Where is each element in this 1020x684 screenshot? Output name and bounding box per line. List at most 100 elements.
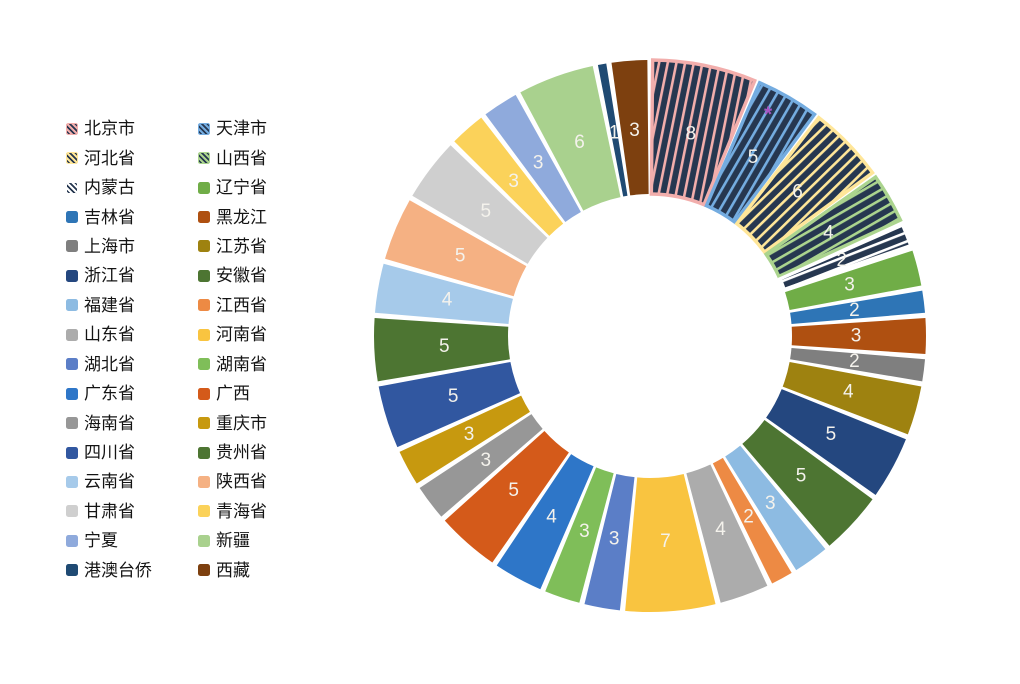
legend-swatch bbox=[198, 387, 210, 400]
legend-label: 江西省 bbox=[216, 295, 267, 315]
legend-swatch bbox=[198, 328, 210, 341]
legend-label: 浙江省 bbox=[84, 266, 135, 286]
legend-item[interactable]: 辽宁省 bbox=[198, 179, 348, 196]
donut-slice-重庆市[interactable] bbox=[399, 395, 530, 484]
legend-item[interactable]: 浙江省 bbox=[66, 267, 198, 284]
legend-swatch bbox=[66, 299, 78, 312]
legend-item[interactable]: 海南省 bbox=[66, 415, 198, 432]
legend-label: 湖北省 bbox=[84, 354, 135, 374]
donut-slice-青海省[interactable] bbox=[454, 117, 564, 236]
legend-swatch bbox=[66, 181, 78, 194]
legend-item[interactable]: 云南省 bbox=[66, 473, 198, 490]
legend-item[interactable]: 内蒙古 bbox=[66, 179, 198, 196]
donut-slice-辽宁省[interactable] bbox=[785, 250, 922, 310]
donut-slice-浙江省[interactable] bbox=[766, 389, 906, 495]
legend-item[interactable]: 福建省 bbox=[66, 297, 198, 314]
donut-slice-贵州省[interactable] bbox=[374, 318, 510, 382]
donut-slice-山东省[interactable] bbox=[686, 464, 768, 603]
legend-item[interactable]: 北京市 bbox=[66, 120, 198, 137]
legend-item[interactable]: 重庆市 bbox=[198, 415, 348, 432]
slice-value-label: 3 bbox=[765, 493, 776, 514]
donut-slice-江西省[interactable] bbox=[712, 457, 792, 584]
legend-label: 天津市 bbox=[216, 119, 267, 139]
slice-value-label: 2 bbox=[849, 300, 860, 321]
donut-slice-安徽省[interactable] bbox=[742, 419, 873, 546]
slice-value-label: 8 bbox=[686, 124, 697, 145]
legend-item[interactable]: 河南省 bbox=[198, 326, 348, 343]
legend-swatch bbox=[66, 152, 78, 165]
legend-item[interactable]: 广西 bbox=[198, 385, 348, 402]
legend-item[interactable]: 贵州省 bbox=[198, 444, 348, 461]
donut-slice-湖南省[interactable] bbox=[545, 467, 614, 603]
legend-item[interactable]: 广东省 bbox=[66, 385, 198, 402]
legend-item[interactable]: 河北省 bbox=[66, 150, 198, 167]
legend-item[interactable]: 安徽省 bbox=[198, 267, 348, 284]
legend-item[interactable]: 西藏 bbox=[198, 562, 348, 579]
slice-value-label: 5 bbox=[826, 424, 837, 445]
slice-value-label: 5 bbox=[481, 201, 492, 222]
legend-item[interactable]: 新疆 bbox=[198, 532, 348, 549]
donut-slice-西藏[interactable] bbox=[611, 60, 649, 196]
donut-slice-陕西省[interactable] bbox=[385, 200, 527, 297]
legend-item[interactable]: 四川省 bbox=[66, 444, 198, 461]
donut-slice-北京市[interactable] bbox=[649, 58, 757, 207]
donut-slice-山西省[interactable] bbox=[763, 174, 903, 279]
donut-slice-广西[interactable] bbox=[444, 430, 569, 563]
slice-value-label: 3 bbox=[629, 120, 640, 141]
donut-slice-四川省[interactable] bbox=[378, 362, 521, 448]
donut-slice-河北省[interactable] bbox=[734, 115, 875, 255]
donut-slice-吉林省[interactable] bbox=[790, 290, 926, 325]
legend-label: 陕西省 bbox=[216, 472, 267, 492]
donut-slice-港澳台侨[interactable] bbox=[597, 63, 628, 197]
donut-slice-甘肃省[interactable] bbox=[412, 145, 548, 264]
legend-item[interactable]: 青海省 bbox=[198, 503, 348, 520]
legend-swatch bbox=[66, 505, 78, 518]
donut-slice-上海市[interactable] bbox=[790, 347, 926, 382]
legend-item[interactable]: 港澳台侨 bbox=[66, 562, 198, 579]
donut-slice-海南省[interactable] bbox=[419, 414, 543, 517]
slice-value-label: 5 bbox=[508, 480, 519, 501]
donut-slice-云南省[interactable] bbox=[374, 263, 513, 325]
legend-item[interactable]: 宁夏 bbox=[66, 532, 198, 549]
legend-item[interactable]: 湖南省 bbox=[198, 356, 348, 373]
slice-value-label: 6 bbox=[792, 182, 803, 203]
donut-slice-新疆[interactable] bbox=[520, 66, 621, 211]
slice-value-label: 4 bbox=[715, 519, 726, 540]
slice-value-label: 3 bbox=[851, 326, 862, 347]
legend-item[interactable]: 黑龙江 bbox=[198, 209, 348, 226]
legend: 北京市 天津市河北省 山西省 内蒙古 辽宁省 吉林省 黑龙江上海市 江苏省浙江省 安徽省 福建省 江… bbox=[66, 114, 348, 585]
legend-swatch bbox=[198, 152, 210, 165]
slice-value-label: 3 bbox=[844, 275, 855, 296]
donut-slice-福建省[interactable] bbox=[725, 445, 826, 571]
legend-label: 甘肃省 bbox=[84, 501, 135, 521]
donut-slice-湖北省[interactable] bbox=[584, 473, 635, 611]
slice-value-label: 7 bbox=[660, 531, 671, 552]
legend-label: 北京市 bbox=[84, 119, 135, 139]
legend-item[interactable]: 江西省 bbox=[198, 297, 348, 314]
donut-slice-宁夏[interactable] bbox=[485, 94, 581, 222]
donut-slice-江苏省[interactable] bbox=[782, 362, 922, 435]
legend-item[interactable]: 湖北省 bbox=[66, 356, 198, 373]
legend-item[interactable]: 陕西省 bbox=[198, 473, 348, 490]
slice-value-label: 5 bbox=[796, 466, 807, 487]
legend-item[interactable]: 江苏省 bbox=[198, 238, 348, 255]
legend-label: 云南省 bbox=[84, 472, 135, 492]
slice-value-label: 2 bbox=[743, 506, 754, 527]
legend-label: 黑龙江 bbox=[216, 207, 267, 227]
legend-item[interactable]: 山东省 bbox=[66, 326, 198, 343]
slice-value-label: 5 bbox=[455, 246, 466, 267]
legend-item[interactable]: 吉林省 bbox=[66, 209, 198, 226]
legend-label: 河南省 bbox=[216, 325, 267, 345]
donut-slice-河南省[interactable] bbox=[625, 473, 716, 613]
legend-item[interactable]: 甘肃省 bbox=[66, 503, 198, 520]
legend-swatch bbox=[198, 299, 210, 312]
legend-item[interactable]: 天津市 bbox=[198, 120, 348, 137]
slice-value-label: 3 bbox=[464, 424, 475, 445]
donut-slice-天津市[interactable] bbox=[704, 80, 817, 225]
legend-swatch bbox=[66, 446, 78, 459]
donut-slice-内蒙古[interactable] bbox=[777, 222, 913, 292]
legend-item[interactable]: 上海市 bbox=[66, 238, 198, 255]
donut-slice-黑龙江[interactable] bbox=[791, 318, 926, 354]
legend-item[interactable]: 山西省 bbox=[198, 150, 348, 167]
donut-slice-广东省[interactable] bbox=[496, 454, 594, 590]
